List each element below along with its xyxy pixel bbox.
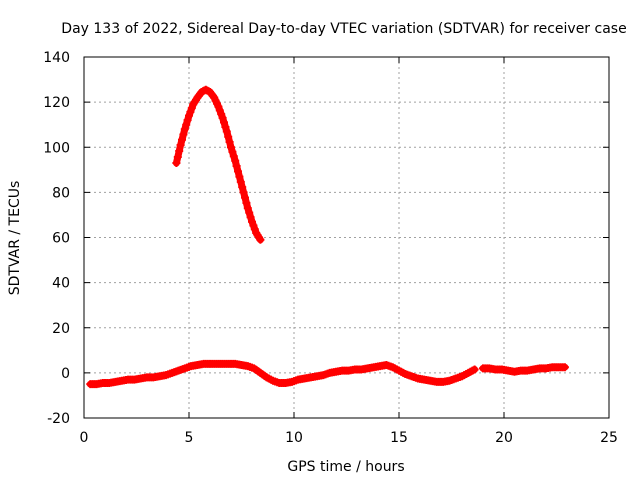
data-point-plus-marker <box>176 140 185 149</box>
y-tick-label: 40 <box>52 276 70 292</box>
data-layer <box>86 85 569 389</box>
data-point-plus-marker <box>218 113 227 122</box>
sdtvar-baseline-2 <box>479 363 569 376</box>
x-axis-label: GPS time / hours <box>287 459 404 475</box>
data-point-plus-marker <box>241 193 249 202</box>
y-tick-label: 100 <box>43 140 70 156</box>
data-point-plus-marker <box>256 235 265 244</box>
y-tick-label: 120 <box>43 95 70 111</box>
y-tick-label: 20 <box>52 321 70 337</box>
data-point-plus-marker <box>173 153 182 162</box>
data-point-plus-marker <box>183 116 192 125</box>
data-point-plus-marker <box>187 104 196 113</box>
data-point-plus-marker <box>232 162 241 171</box>
data-point-plus-marker <box>234 167 242 176</box>
data-point-plus-marker <box>246 213 255 222</box>
data-point-plus-marker <box>180 125 189 134</box>
data-point-plus-marker <box>560 363 569 372</box>
data-point-plus-marker <box>243 204 252 213</box>
data-point-plus-marker <box>235 172 244 181</box>
x-tick-label: 20 <box>495 430 513 446</box>
x-tick-label: 10 <box>285 430 303 446</box>
data-point-plus-marker <box>228 147 237 156</box>
data-point-plus-marker <box>178 135 186 144</box>
chart-title: Day 133 of 2022, Sidereal Day-to-day VTE… <box>61 21 626 37</box>
data-point-plus-marker <box>224 132 233 141</box>
data-point-plus-marker <box>236 177 245 186</box>
data-point-plus-marker <box>175 147 184 156</box>
grid-layer <box>84 57 609 418</box>
y-tick-label: 60 <box>52 231 70 247</box>
data-point-plus-marker <box>186 107 195 116</box>
data-point-plus-marker <box>214 102 223 111</box>
sdtvar-high-arc <box>172 85 265 244</box>
data-point-plus-marker <box>222 127 231 136</box>
data-point-plus-marker <box>182 120 191 129</box>
data-point-plus-marker <box>245 208 254 217</box>
x-tick-label: 15 <box>390 430 408 446</box>
y-tick-label: -20 <box>47 411 70 427</box>
data-point-plus-marker <box>185 111 193 120</box>
data-point-plus-marker <box>221 122 230 131</box>
data-point-plus-marker <box>227 143 235 152</box>
data-point-plus-marker <box>217 110 226 119</box>
y-axis-label: SDTVAR / TECUs <box>7 181 23 296</box>
data-point-plus-marker <box>225 137 234 146</box>
data-point-plus-marker <box>250 225 259 234</box>
data-point-plus-marker <box>220 118 228 127</box>
tick-layer: 0 5 10 15 20 25 -20 0 20 40 60 80 100 120 140 <box>43 50 618 446</box>
data-point-plus-marker <box>249 221 258 230</box>
y-tick-label: 140 <box>43 50 70 66</box>
y-tick-label: 0 <box>61 366 70 382</box>
y-tick-label: 80 <box>52 185 70 201</box>
data-point-plus-marker <box>470 365 479 374</box>
x-tick-label: 5 <box>185 430 194 446</box>
data-point-plus-marker <box>238 183 247 192</box>
sdtvar-baseline-1 <box>86 359 479 389</box>
data-point-plus-marker <box>231 156 240 165</box>
data-point-plus-marker <box>215 106 224 115</box>
x-tick-label: 0 <box>80 430 89 446</box>
data-point-plus-marker <box>239 188 248 197</box>
data-point-plus-marker <box>242 198 251 207</box>
data-point-plus-marker <box>248 217 256 226</box>
x-tick-label: 25 <box>600 430 618 446</box>
data-point-plus-marker <box>179 130 188 139</box>
data-point-plus-marker <box>172 159 181 168</box>
data-point-plus-marker <box>229 152 238 161</box>
